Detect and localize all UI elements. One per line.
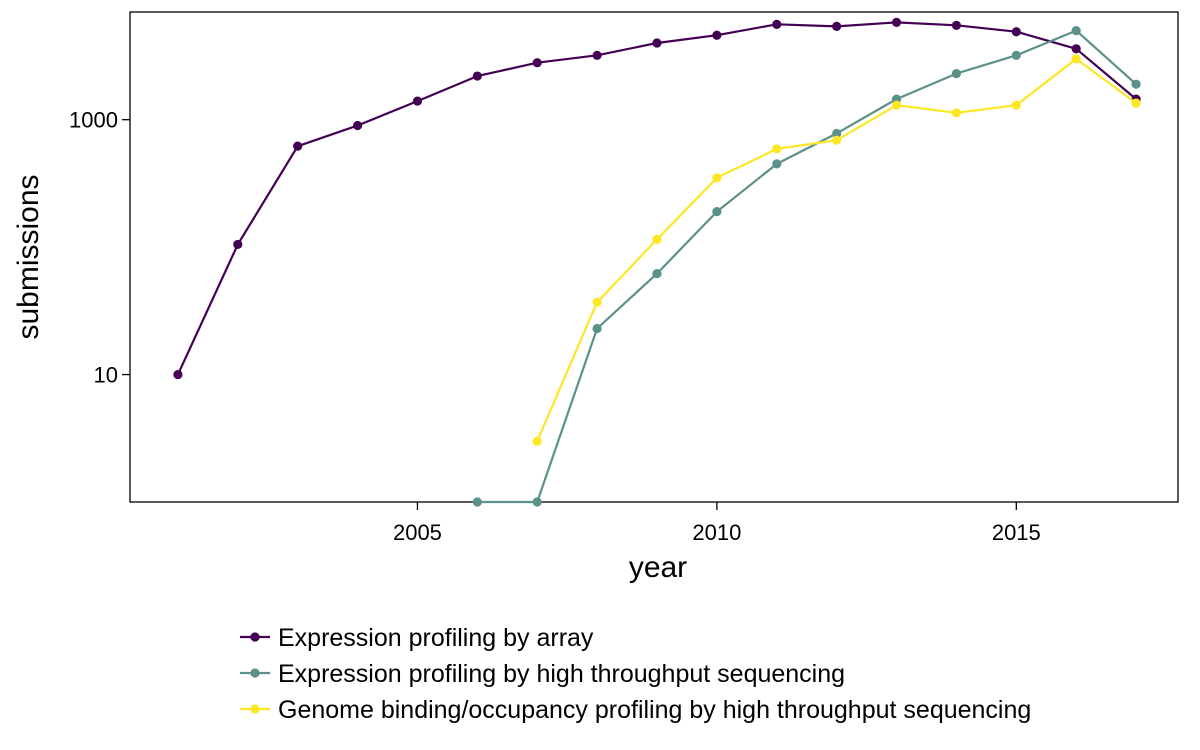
data-point-0-2003 [293, 141, 303, 151]
data-point-1-2015 [1011, 50, 1021, 60]
data-point-1-2014 [951, 68, 962, 79]
legend-item-1: Expression profiling by high throughput … [240, 660, 845, 688]
data-point-2-2007 [532, 436, 542, 446]
data-point-1-2007 [532, 497, 542, 507]
data-point-1-2011 [772, 159, 782, 169]
legend-item-0: Expression profiling by array [240, 624, 594, 652]
x-tick-label-2015: 2015 [992, 520, 1041, 545]
data-point-2-2017 [1131, 98, 1141, 108]
y-tick-label-10: 10 [94, 363, 118, 388]
data-point-0-2005 [412, 96, 423, 106]
series-2 [532, 54, 1141, 446]
data-point-2-2015 [1011, 100, 1021, 110]
data-point-2-2009 [652, 234, 662, 244]
data-point-0-2001 [173, 369, 183, 380]
plot-frame [129, 11, 1179, 503]
data-point-1-2006 [472, 497, 482, 507]
data-point-0-2004 [352, 120, 363, 131]
data-point-1-2017 [1131, 79, 1141, 89]
data-point-0-2016 [1071, 44, 1081, 54]
data-point-0-2012 [832, 21, 842, 31]
data-point-1-2009 [652, 268, 662, 279]
data-point-0-2013 [891, 17, 902, 28]
legend: Expression profiling by array Expression … [240, 624, 1031, 724]
x-tick-label-2005: 2005 [393, 520, 442, 545]
legend-label-2: Genome binding/occupancy profiling by hi… [278, 696, 1031, 724]
data-point-0-2008 [592, 50, 602, 60]
legend-item-2: Genome binding/occupancy profiling by hi… [240, 696, 1031, 724]
data-point-2-2012 [832, 135, 842, 145]
legend-swatch-point-0 [250, 632, 260, 642]
data-point-2-2014 [951, 108, 962, 118]
data-point-2-2010 [712, 173, 722, 183]
series-line-2 [536, 57, 1137, 442]
legend-label-0: Expression profiling by array [278, 624, 594, 652]
data-point-0-2015 [1011, 27, 1021, 37]
legend-label-1: Expression profiling by high throughput … [278, 660, 845, 688]
legend-swatch-point-2 [250, 704, 260, 714]
data-point-1-2012 [832, 128, 842, 139]
y-axis: 10 1000 [69, 108, 130, 388]
data-point-0-2006 [472, 71, 482, 81]
data-point-0-2011 [772, 19, 782, 29]
data-point-2-2008 [592, 297, 602, 307]
legend-swatch-point-1 [250, 668, 260, 678]
data-point-0-2009 [652, 38, 662, 48]
data-point-2-2016 [1071, 54, 1081, 64]
x-tick-label-2010: 2010 [692, 520, 741, 545]
data-point-1-2008 [592, 323, 602, 334]
series-layer [173, 17, 1141, 507]
series-1 [472, 26, 1141, 507]
data-point-0-2002 [233, 239, 243, 250]
data-point-2-2011 [772, 144, 782, 154]
x-axis-title: year [629, 551, 687, 584]
data-point-0-2007 [532, 58, 542, 68]
series-line-0 [176, 21, 1137, 376]
data-point-0-2014 [951, 20, 962, 30]
y-tick-label-1000: 1000 [69, 108, 118, 133]
data-point-0-2010 [712, 30, 722, 40]
data-point-2-2013 [891, 100, 902, 110]
series-0 [173, 17, 1141, 380]
data-point-1-2010 [712, 207, 722, 217]
x-axis: 2005 2010 2015 [393, 502, 1041, 545]
series-line-1 [477, 29, 1137, 504]
y-axis-title: submissions [12, 174, 45, 339]
data-point-1-2016 [1071, 26, 1081, 36]
